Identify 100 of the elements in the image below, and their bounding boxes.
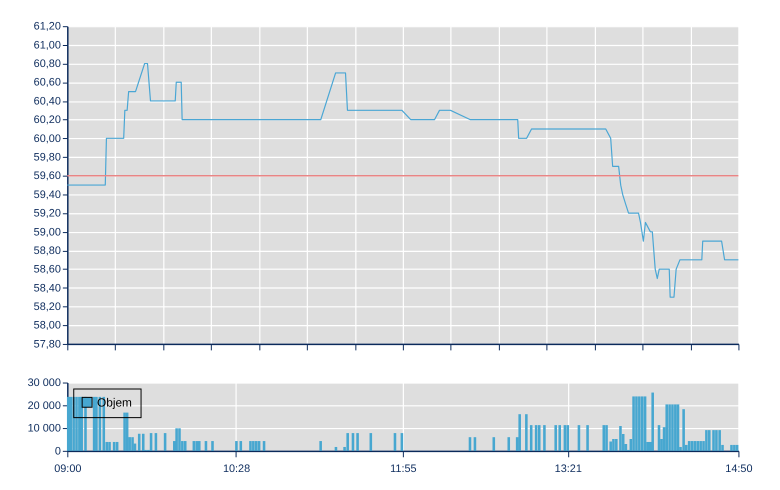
bar	[138, 434, 140, 451]
bar	[558, 425, 562, 451]
y-tick-label: 60,20	[34, 114, 61, 126]
bar	[112, 442, 116, 451]
y-tick-label: 59,40	[34, 188, 61, 201]
x-tick-label: 09:00	[54, 463, 82, 476]
bar	[258, 441, 260, 451]
x-tick-label: 10:28	[222, 463, 250, 476]
bar	[602, 425, 606, 451]
bar	[370, 433, 372, 451]
bar	[730, 444, 733, 451]
bar	[154, 433, 158, 451]
bar	[564, 425, 566, 451]
bar	[474, 437, 476, 451]
bar	[554, 425, 557, 451]
bar	[252, 441, 255, 451]
bar	[668, 404, 671, 451]
bar	[164, 433, 166, 451]
bar	[95, 396, 98, 451]
bar	[632, 396, 635, 451]
bar	[665, 404, 668, 451]
bar	[126, 412, 128, 451]
bar	[715, 430, 718, 451]
bar	[492, 437, 496, 451]
bar	[605, 425, 608, 451]
bar	[718, 430, 721, 451]
line-series	[66, 62, 740, 298]
y-tick-label: 57,80	[34, 338, 61, 350]
bar	[192, 441, 196, 451]
bar	[694, 441, 696, 451]
bar	[175, 428, 178, 451]
bar	[116, 442, 118, 451]
y-tick-label: 58,40	[34, 282, 61, 294]
bar	[346, 433, 349, 451]
bar	[696, 441, 700, 451]
bar	[468, 437, 472, 451]
y-tick-label: 60,40	[34, 95, 61, 108]
y-tick-label: 60,60	[34, 76, 61, 89]
y-tick-label: 61,20	[34, 20, 61, 33]
y-tick-label: 58,60	[34, 264, 61, 276]
bar	[142, 434, 145, 451]
x-tick-label: 11:55	[390, 463, 417, 476]
bar	[184, 441, 187, 451]
bar	[534, 425, 538, 451]
bar	[530, 425, 532, 451]
y-tick-label: 59,80	[34, 151, 61, 164]
y-tick-label: 58,00	[34, 320, 61, 332]
bar	[262, 441, 266, 451]
bar	[211, 441, 214, 451]
bar	[705, 430, 708, 451]
bar	[578, 425, 580, 451]
y-tick-label: 58,80	[34, 244, 61, 257]
bar	[150, 433, 152, 451]
y-tick-label: 60,80	[34, 58, 61, 70]
bar	[566, 425, 570, 451]
y-tick-label: 59,20	[34, 208, 61, 220]
y-tick-label: 59,60	[34, 170, 61, 182]
y-tick-label: 60,00	[34, 132, 61, 145]
bar	[676, 404, 680, 451]
bar	[651, 392, 654, 451]
bar	[682, 409, 685, 451]
bar	[319, 441, 322, 451]
bar	[640, 396, 644, 451]
bar	[699, 441, 702, 451]
bar	[543, 425, 546, 451]
bar	[195, 441, 198, 451]
bar	[644, 396, 646, 451]
bar	[612, 439, 615, 451]
bar	[69, 396, 72, 451]
y-tick-label: 58,20	[34, 301, 61, 314]
bar	[198, 441, 201, 451]
bar	[178, 428, 181, 451]
bar	[674, 404, 677, 451]
bar	[635, 396, 638, 451]
bar	[658, 425, 660, 451]
bar	[249, 441, 252, 451]
bar	[708, 430, 711, 451]
bar	[619, 426, 622, 451]
y-tick-label: 59,00	[34, 226, 61, 238]
bar	[334, 446, 338, 451]
bar	[235, 441, 238, 451]
bar	[736, 444, 738, 451]
y-tick-label: 20 000	[28, 400, 61, 412]
bar	[671, 404, 674, 451]
bar	[356, 433, 359, 451]
x-tick-label: 13:21	[554, 463, 582, 476]
bar	[690, 441, 694, 451]
bar	[525, 414, 528, 451]
bar	[400, 433, 404, 451]
bar	[733, 444, 736, 451]
bar	[240, 441, 242, 451]
bar	[66, 396, 70, 451]
bar	[108, 442, 111, 451]
bar	[638, 396, 641, 451]
y-tick-label: 10 000	[28, 422, 61, 435]
bar	[712, 430, 715, 451]
bar	[688, 441, 690, 451]
bar	[586, 425, 589, 451]
bar	[538, 425, 541, 451]
bar	[518, 414, 521, 451]
